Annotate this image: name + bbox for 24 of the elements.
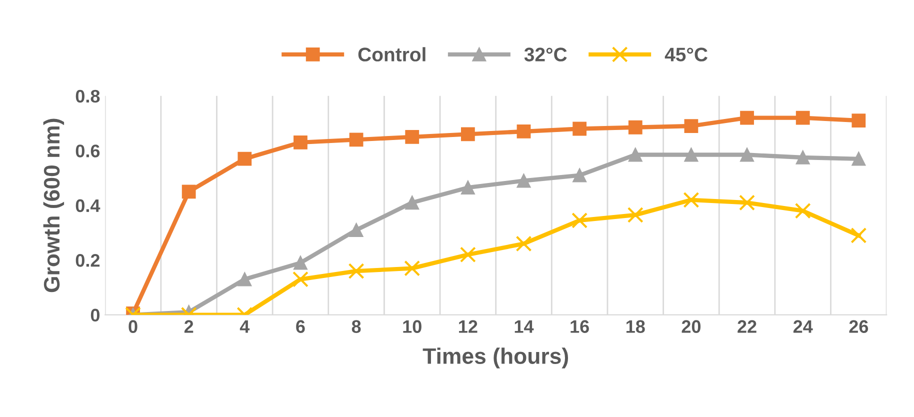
x-tick-label: 20 [682, 320, 701, 333]
y-tick-label: 0.2 [76, 254, 100, 267]
x-tick-label: 12 [459, 320, 478, 333]
x-tick-label: 18 [626, 320, 645, 333]
x-tick-label: 14 [514, 320, 534, 333]
x-tick-label: 2 [184, 320, 194, 333]
y-tick-label: 0.8 [76, 90, 100, 103]
legend-label: 45°C [664, 48, 708, 62]
x-tick-label: 10 [403, 320, 422, 333]
x-tick-label: 0 [128, 320, 138, 333]
x-tick-label: 4 [240, 320, 250, 333]
legend-label: 32°C [524, 48, 567, 62]
x-tick-label: 26 [849, 320, 868, 333]
legend-label: Control [358, 47, 426, 62]
y-tick-label: 0 [90, 308, 100, 322]
y-tick-label: 0.6 [76, 144, 100, 158]
y-axis-title: Growth (600 nm) [43, 118, 64, 292]
x-tick-label: 8 [352, 320, 361, 333]
x-tick-label: 22 [738, 320, 756, 333]
x-tick-label: 6 [296, 320, 305, 333]
x-tick-label: 16 [570, 320, 589, 333]
y-tick-label: 0.4 [76, 199, 100, 212]
x-tick-label: 24 [793, 320, 813, 333]
x-axis-title: Times (hours) [422, 348, 568, 368]
